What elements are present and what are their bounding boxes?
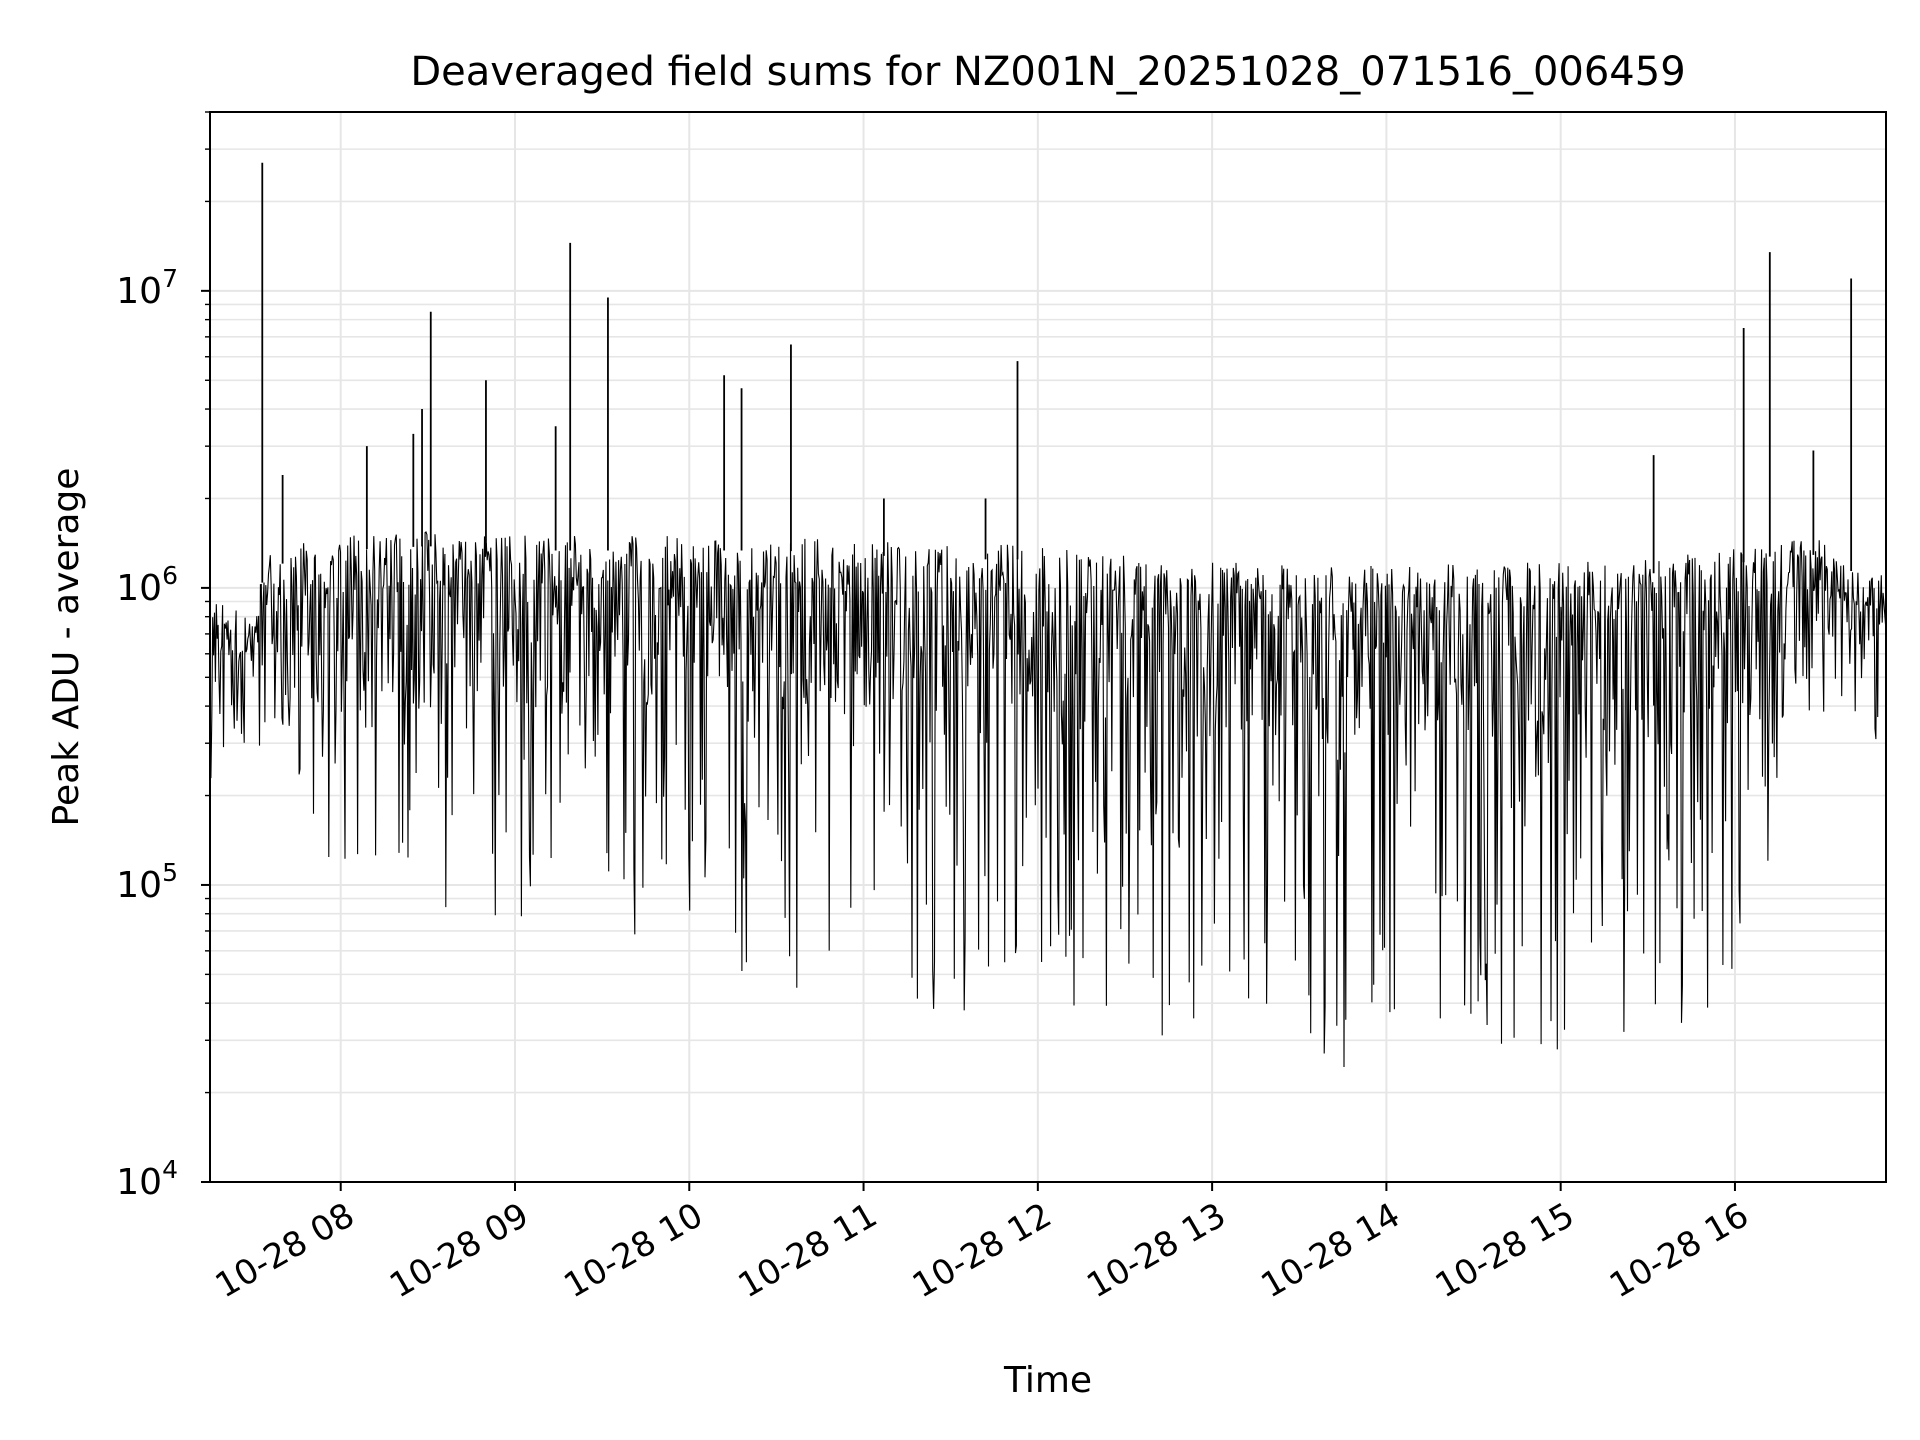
y-axis-label: Peak ADU - average: [46, 468, 87, 827]
y-tick-label: 104: [116, 1155, 178, 1203]
plot-area-frame: [209, 111, 1887, 1183]
x-axis-label: Time: [1003, 1360, 1092, 1401]
series-line: [209, 531, 1887, 1068]
y-axis: 104 105 106 107: [116, 111, 210, 1203]
y-tick-label: 107: [116, 264, 178, 312]
time-series-spikes: [261, 162, 1853, 583]
y-tick-label: 106: [116, 561, 178, 609]
chart-title: Deaveraged field sums for NZ001N_2025102…: [410, 49, 1685, 95]
time-series: [209, 531, 1887, 1068]
y-tick-label: 105: [116, 858, 178, 906]
